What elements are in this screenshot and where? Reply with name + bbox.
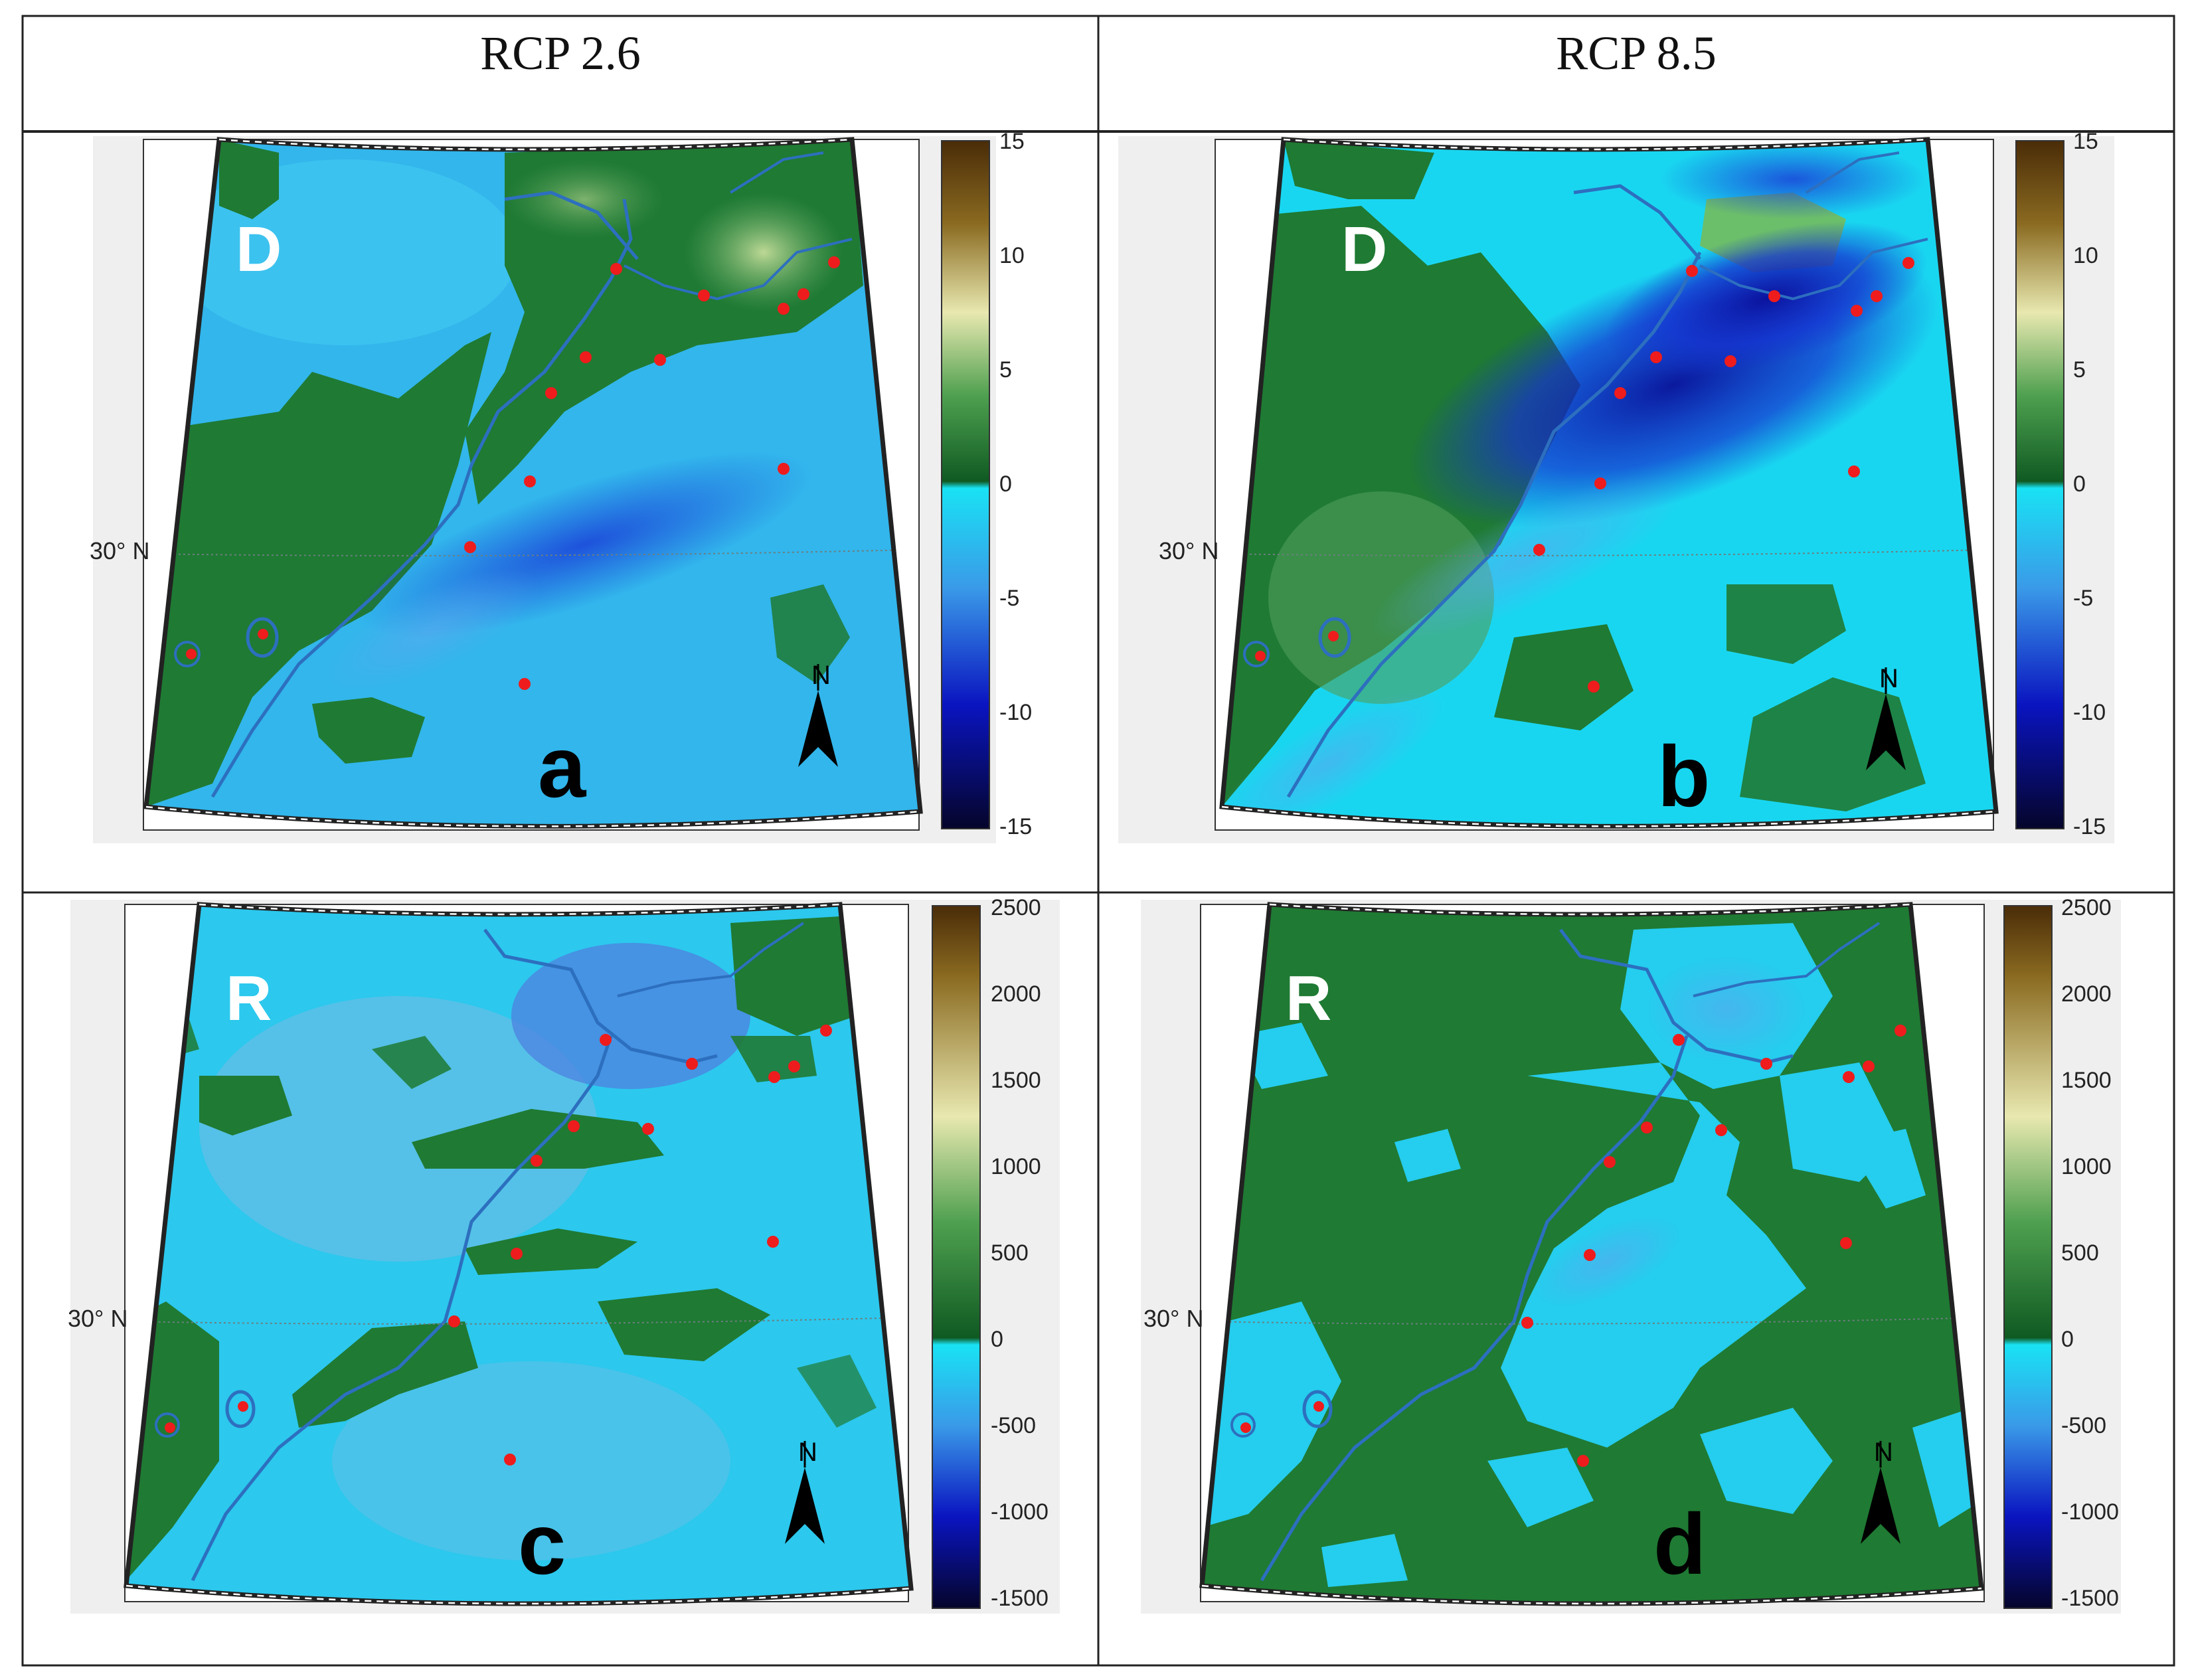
svg-text:-500: -500 [991, 1413, 1036, 1438]
north-arrow-icon: N [1861, 1438, 1900, 1544]
north-label: N [811, 661, 831, 690]
svg-text:-1500: -1500 [991, 1586, 1049, 1611]
colorbar-a [941, 140, 990, 829]
svg-text:0: 0 [991, 1327, 1003, 1352]
svg-text:-500: -500 [2061, 1413, 2106, 1438]
map-panel-d: 30° N R d N 2500 2000 1500 1000 500 0 -5… [1141, 895, 2121, 1614]
svg-text:-10: -10 [2073, 700, 2106, 725]
svg-text:500: 500 [2061, 1240, 2099, 1266]
svg-text:-1000: -1000 [2061, 1499, 2119, 1525]
svg-text:5: 5 [2073, 357, 2086, 382]
colorbar-ticks-a: 15 10 5 0 -5 -10 -15 [999, 129, 1032, 839]
svg-text:-15: -15 [999, 814, 1032, 839]
colorbar-d [2003, 905, 2053, 1609]
svg-text:0: 0 [2061, 1327, 2074, 1352]
map-panel-a: 30° N D a N 15 10 5 0 -5 -10 -15 [90, 129, 1032, 843]
svg-text:2500: 2500 [991, 895, 1041, 920]
svg-text:-15: -15 [2073, 814, 2106, 839]
station-markers [1240, 1025, 1906, 1467]
svg-text:2000: 2000 [2061, 981, 2112, 1007]
svg-text:0: 0 [999, 471, 1012, 497]
latitude-label: 30° N [1143, 1305, 1203, 1332]
north-label: N [1874, 1438, 1893, 1467]
panel-tag-b: D [1341, 214, 1387, 285]
panel-tag-a: D [236, 214, 282, 285]
colorbar-ticks-c: 2500 2000 1500 1000 500 0 -500 -1000 -15… [991, 895, 1049, 1611]
svg-text:1000: 1000 [2061, 1154, 2112, 1179]
north-arrow-icon: N [1866, 664, 1906, 770]
svg-text:1000: 1000 [991, 1154, 1041, 1179]
svg-text:-1500: -1500 [2061, 1586, 2119, 1611]
svg-text:-1000: -1000 [991, 1499, 1049, 1525]
svg-text:10: 10 [999, 243, 1025, 268]
svg-text:5: 5 [999, 357, 1012, 382]
colorbar-b [2015, 140, 2064, 829]
panel-letter-a: a [538, 718, 587, 815]
svg-text:-5: -5 [2073, 586, 2093, 611]
svg-text:-10: -10 [999, 700, 1032, 725]
panel-tag-c: R [226, 963, 272, 1034]
header-rcp26: RCP 2.6 [480, 27, 640, 80]
svg-text:-5: -5 [999, 586, 1019, 611]
station-markers [1255, 257, 1914, 693]
north-label: N [1879, 664, 1898, 693]
svg-text:1500: 1500 [991, 1068, 1041, 1093]
latitude-label: 30° N [90, 537, 149, 564]
svg-text:2000: 2000 [991, 981, 1041, 1007]
svg-text:500: 500 [991, 1240, 1029, 1266]
station-markers [165, 1025, 832, 1466]
latitude-label: 30° N [1159, 537, 1219, 564]
panel-tag-d: R [1286, 963, 1331, 1034]
svg-text:15: 15 [999, 129, 1025, 154]
svg-text:15: 15 [2073, 129, 2098, 154]
station-markers [186, 256, 840, 690]
colorbar-ticks-d: 2500 2000 1500 1000 500 0 -500 -1000 -15… [2061, 895, 2119, 1611]
panel-letter-c: c [518, 1495, 566, 1592]
panel-letter-d: d [1653, 1495, 1706, 1592]
svg-text:0: 0 [2073, 471, 2086, 497]
svg-text:10: 10 [2073, 243, 2098, 268]
svg-text:2500: 2500 [2061, 895, 2112, 920]
table-frame [21, 15, 2175, 1667]
colorbar-c [932, 905, 981, 1609]
north-arrow-icon: N [798, 661, 838, 767]
svg-text:1500: 1500 [2061, 1068, 2112, 1093]
colorbar-ticks-b: 15 10 5 0 -5 -10 -15 [2073, 129, 2106, 839]
north-label: N [798, 1438, 817, 1467]
north-arrow-icon: N [785, 1438, 825, 1544]
panel-letter-b: b [1657, 728, 1710, 825]
header-rcp85: RCP 8.5 [1556, 27, 1716, 80]
latitude-label: 30° N [68, 1305, 127, 1332]
map-panel-b: 30° N D b N 15 10 5 0 -5 -10 -15 [1118, 129, 2114, 843]
map-panel-c: 30° N R c N 2500 2000 1500 1000 500 0 -5… [68, 895, 1060, 1614]
